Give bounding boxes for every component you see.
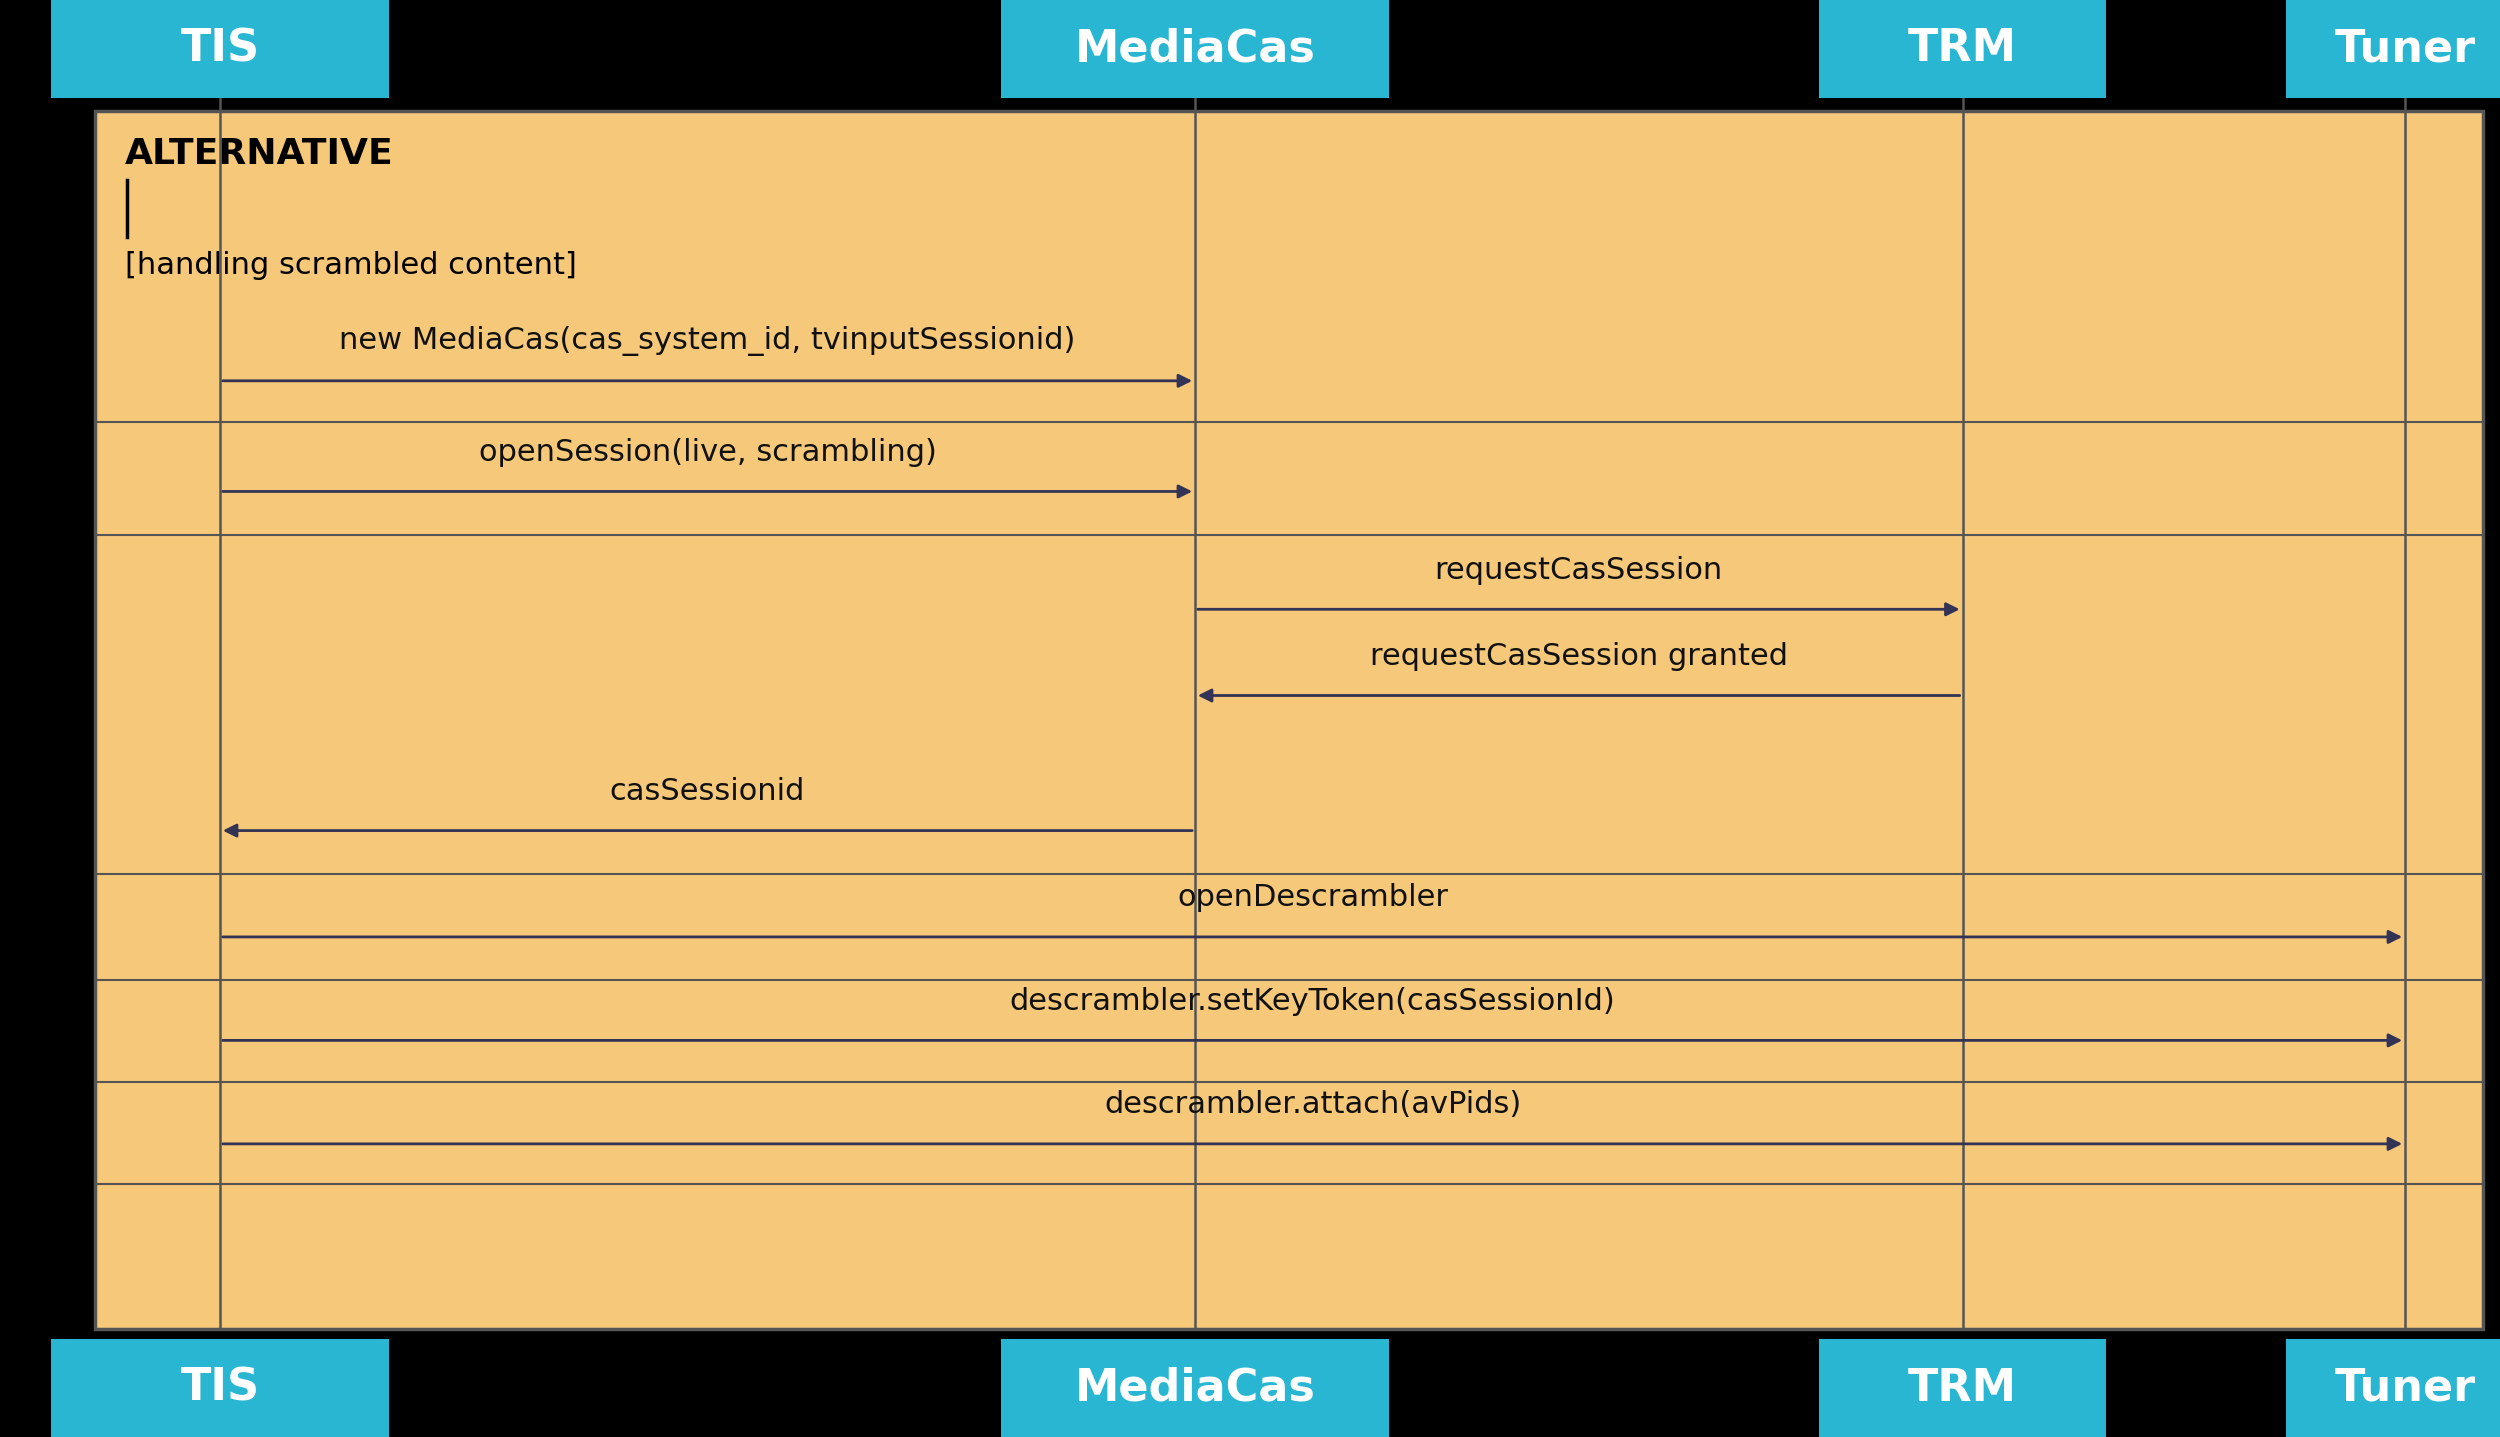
Text: requestCasSession: requestCasSession (1435, 556, 1722, 585)
Text: Tuner: Tuner (2335, 1367, 2475, 1410)
Text: casSessionid: casSessionid (610, 777, 805, 806)
Text: new MediaCas(cas_system_id, tvinputSessionid): new MediaCas(cas_system_id, tvinputSessi… (340, 326, 1075, 356)
Text: MediaCas: MediaCas (1075, 27, 1315, 70)
Text: descrambler.attach(avPids): descrambler.attach(avPids) (1105, 1091, 1520, 1119)
Text: requestCasSession granted: requestCasSession granted (1370, 642, 1787, 671)
Bar (2288, 1339, 2500, 1437)
Text: TRM: TRM (1908, 1367, 2018, 1410)
Text: openSession(live, scrambling): openSession(live, scrambling) (478, 438, 938, 467)
Bar (50, 0, 390, 98)
Bar (95, 111, 2482, 1329)
Bar (1000, 1339, 1390, 1437)
Bar (50, 1339, 390, 1437)
Bar (1000, 0, 1390, 98)
Text: Tuner: Tuner (2335, 27, 2475, 70)
Bar (1820, 1339, 2105, 1437)
Text: TIS: TIS (180, 27, 260, 70)
Bar (1820, 0, 2105, 98)
Text: openDescrambler: openDescrambler (1178, 884, 1448, 912)
Text: descrambler.setKeyToken(casSessionId): descrambler.setKeyToken(casSessionId) (1010, 987, 1615, 1016)
Text: MediaCas: MediaCas (1075, 1367, 1315, 1410)
Bar (2288, 0, 2500, 98)
Text: ALTERNATIVE: ALTERNATIVE (125, 137, 395, 171)
Text: TRM: TRM (1908, 27, 2018, 70)
Text: [handling scrambled content]: [handling scrambled content] (125, 251, 578, 280)
Text: TIS: TIS (180, 1367, 260, 1410)
